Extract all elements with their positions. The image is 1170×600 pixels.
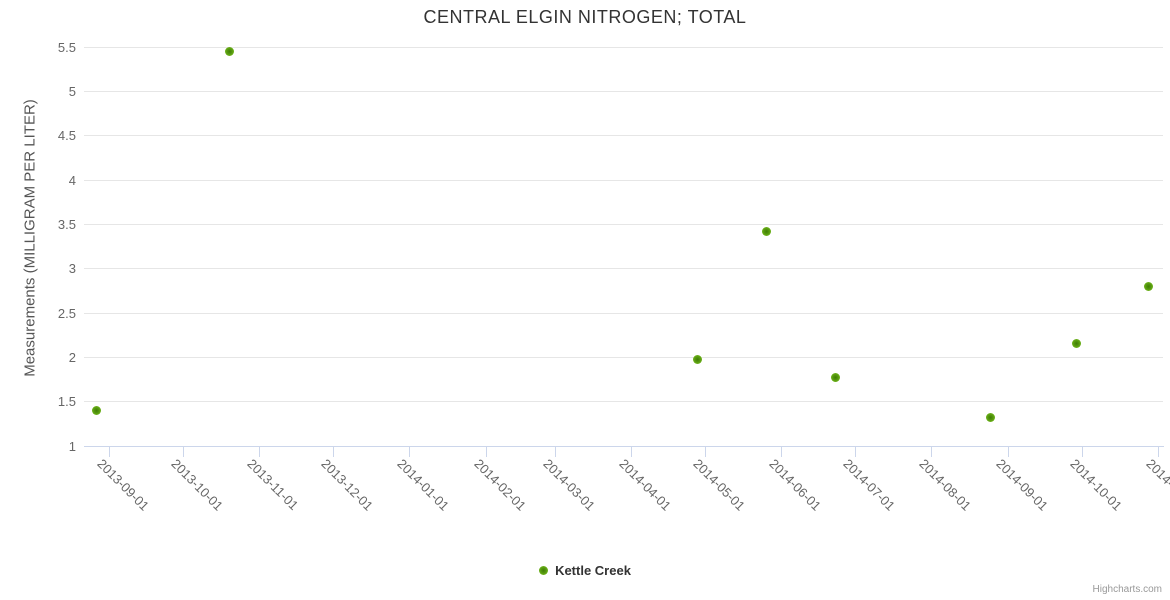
y-gridline <box>84 401 1163 403</box>
data-point[interactable] <box>986 413 996 423</box>
data-point[interactable] <box>91 406 101 416</box>
x-tick <box>485 447 487 457</box>
y-gridline <box>84 356 1163 358</box>
y-gridline <box>84 46 1163 48</box>
y-tick-label: 2 <box>68 349 76 365</box>
data-point[interactable] <box>761 227 771 237</box>
data-point[interactable] <box>224 47 234 57</box>
y-tick-label: 4 <box>68 172 76 188</box>
y-gridline <box>84 179 1163 181</box>
x-tick-label: 2013-12-01 <box>318 456 376 514</box>
x-tick <box>108 447 110 457</box>
x-tick-label: 2013-10-01 <box>167 456 226 514</box>
legend-item-label: Kettle Creek <box>555 563 631 578</box>
y-tick-label: 1 <box>68 438 76 454</box>
x-tick <box>258 447 260 457</box>
x-tick-label: 2013-09-01 <box>94 456 152 514</box>
data-point[interactable] <box>830 373 840 383</box>
y-gridline <box>84 135 1163 137</box>
y-gridline <box>84 312 1163 314</box>
x-tick-label: 2013-11-01 <box>244 456 302 513</box>
x-tick <box>855 447 857 457</box>
x-tick <box>554 447 556 457</box>
legend-marker-icon <box>539 566 549 575</box>
x-tick-label: 2014-10-01 <box>1067 456 1125 514</box>
y-tick-label: 2.5 <box>57 305 76 321</box>
x-tick-label: 2014-03-01 <box>539 456 598 514</box>
x-tick-label: 2014-01-01 <box>394 456 453 514</box>
y-gridline <box>84 91 1163 93</box>
y-tick-label: 1.5 <box>57 394 76 410</box>
x-tick <box>630 447 632 457</box>
x-tick <box>182 447 184 457</box>
chart-title: CENTRAL ELGIN NITROGEN; TOTAL <box>423 7 747 27</box>
x-tick <box>781 447 783 457</box>
y-tick-label: 5 <box>68 84 76 100</box>
x-tick-label: 2014-02-01 <box>470 456 529 514</box>
x-tick-label: 2014-06-01 <box>766 456 825 514</box>
y-tick-label: 3.5 <box>57 217 76 232</box>
x-tick <box>409 447 411 457</box>
data-point[interactable] <box>1143 282 1153 292</box>
data-point[interactable] <box>692 354 702 364</box>
x-tick-label: 2014-05-01 <box>690 456 748 514</box>
highcharts-credits-link[interactable]: Highcharts.com <box>1092 584 1162 595</box>
x-tick-label: 2014-04-01 <box>616 456 674 514</box>
y-gridline <box>84 268 1163 270</box>
x-tick <box>1007 447 1009 457</box>
x-tick-label: 2014-07-01 <box>840 456 899 514</box>
legend: Kettle Creek <box>0 563 1170 578</box>
x-tick <box>1158 447 1160 457</box>
x-tick <box>704 447 706 457</box>
y-tick-label: 3 <box>68 261 76 277</box>
x-tick <box>1081 447 1083 457</box>
legend-item-kettle-creek[interactable]: Kettle Creek <box>539 563 631 578</box>
x-tick-label: 2014-… <box>1143 456 1170 500</box>
y-gridline <box>84 224 1163 225</box>
x-tick-label: 2014-09-01 <box>993 456 1051 514</box>
x-axis-line <box>84 446 1164 447</box>
x-tick <box>931 447 933 457</box>
x-tick <box>332 447 334 457</box>
y-tick-label: 5.5 <box>57 39 76 55</box>
y-tick-label: 4.5 <box>57 128 76 144</box>
data-point[interactable] <box>1072 338 1082 348</box>
x-tick-label: 2014-08-01 <box>916 456 975 514</box>
